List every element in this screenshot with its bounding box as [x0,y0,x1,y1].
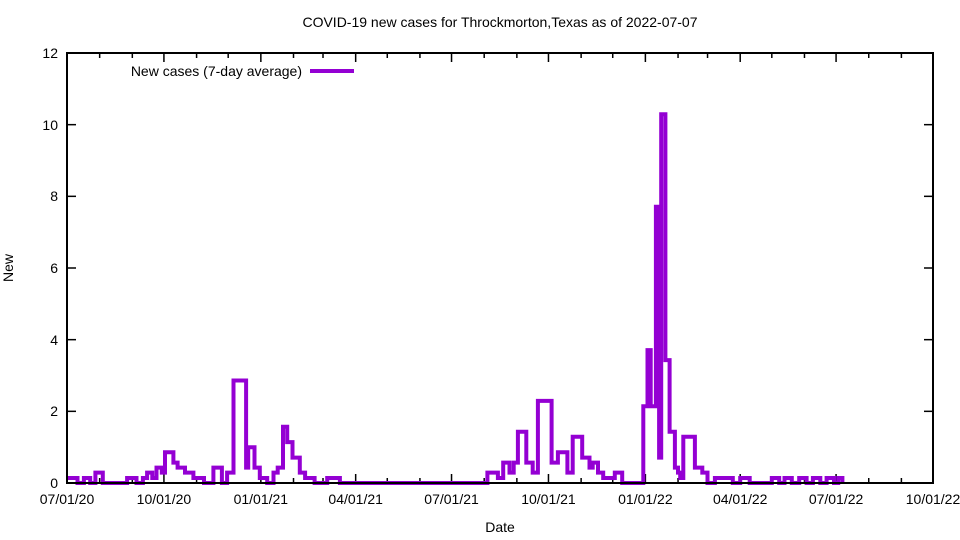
y-axis-label: New [0,254,16,283]
x-tick-label: 10/01/21 [521,491,576,507]
x-tick-label: 04/01/21 [328,491,383,507]
x-tick-label: 07/01/22 [808,491,864,507]
x-tick-label: 07/01/20 [39,491,95,507]
x-tick-label: 07/01/21 [424,491,479,507]
y-tick-label: 12 [42,45,58,61]
y-tick-label: 10 [42,116,58,133]
plot-border [66,52,934,484]
series-line [67,112,845,485]
legend-label: New cases (7-day average) [130,63,302,79]
x-tick-label: 01/01/22 [618,491,673,507]
y-tick-label: 8 [50,188,58,205]
chart-title: COVID-19 new cases for Throckmorton,Texa… [302,14,698,30]
x-tick-label: 10/01/20 [136,491,192,507]
y-tick-label: 0 [50,475,58,491]
y-tick-label: 2 [50,403,58,420]
x-tick-label: 10/01/22 [905,491,960,507]
x-axis-label: Date [485,519,515,535]
y-tick-label: 4 [50,331,58,348]
x-tick-label: 04/01/22 [712,491,768,507]
y-tick-label: 6 [50,260,58,276]
x-tick-label: 01/01/21 [233,491,289,507]
